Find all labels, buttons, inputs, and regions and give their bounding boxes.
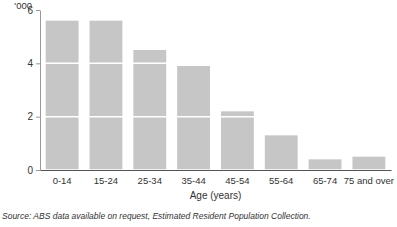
x-tick-label: 0-14 (53, 175, 72, 186)
x-tick-label: 65-74 (313, 175, 337, 186)
y-tick-mark (36, 10, 40, 11)
x-tick: 45-54 (225, 170, 249, 186)
x-tick: 35-44 (181, 170, 205, 186)
y-tick-label: 0 (27, 165, 33, 176)
y-tick-mark (36, 170, 40, 171)
bar (46, 21, 79, 170)
x-tick-label: 35-44 (181, 175, 205, 186)
y-axis-line (40, 11, 41, 171)
x-tick: 25-34 (138, 170, 162, 186)
x-axis-title: Age (years) (190, 190, 242, 201)
x-tick: 0-14 (53, 170, 72, 186)
y-tick-label: 4 (27, 58, 33, 69)
bars (46, 21, 386, 170)
x-tick-label: 75 and over (344, 175, 394, 186)
bar (221, 111, 254, 170)
y-axis: 0246 (27, 5, 40, 176)
y-tick: 2 (27, 111, 40, 122)
x-tick-label: 45-54 (225, 175, 249, 186)
plot: 02460-1415-2425-3435-4445-5455-6465-7475… (27, 5, 394, 186)
grid-line (40, 63, 391, 65)
x-tick-label: 55-64 (269, 175, 293, 186)
bar (177, 66, 210, 170)
grid-line (40, 169, 391, 171)
y-tick: 4 (27, 58, 40, 69)
grid-line (40, 9, 391, 11)
x-tick: 15-24 (94, 170, 118, 186)
grid-line (40, 116, 391, 118)
x-tick-label: 15-24 (94, 175, 118, 186)
x-axis: 0-14 15-24 25-34 35-44 45-54 55-64 65-74 75 and… (41, 170, 394, 186)
x-tick: 75 and over (344, 170, 394, 186)
grid (40, 10, 391, 170)
source-note: Source: ABS data available on request, E… (2, 211, 311, 221)
y-tick-mark (36, 63, 40, 64)
x-axis-line (41, 170, 392, 171)
y-tick-mark (36, 117, 40, 118)
y-tick-label: 2 (27, 111, 33, 122)
chart: 02460-1415-2425-3435-4445-5455-6465-7475… (0, 0, 397, 227)
x-tick-label: 25-34 (138, 175, 162, 186)
y-axis-title: '000 (14, 0, 32, 11)
bar (265, 135, 298, 170)
bar (309, 159, 342, 170)
x-tick: 65-74 (313, 170, 337, 186)
y-tick: 0 (27, 165, 40, 176)
bar (352, 157, 385, 170)
bar (133, 50, 166, 170)
x-tick: 55-64 (269, 170, 293, 186)
bar (90, 21, 123, 170)
